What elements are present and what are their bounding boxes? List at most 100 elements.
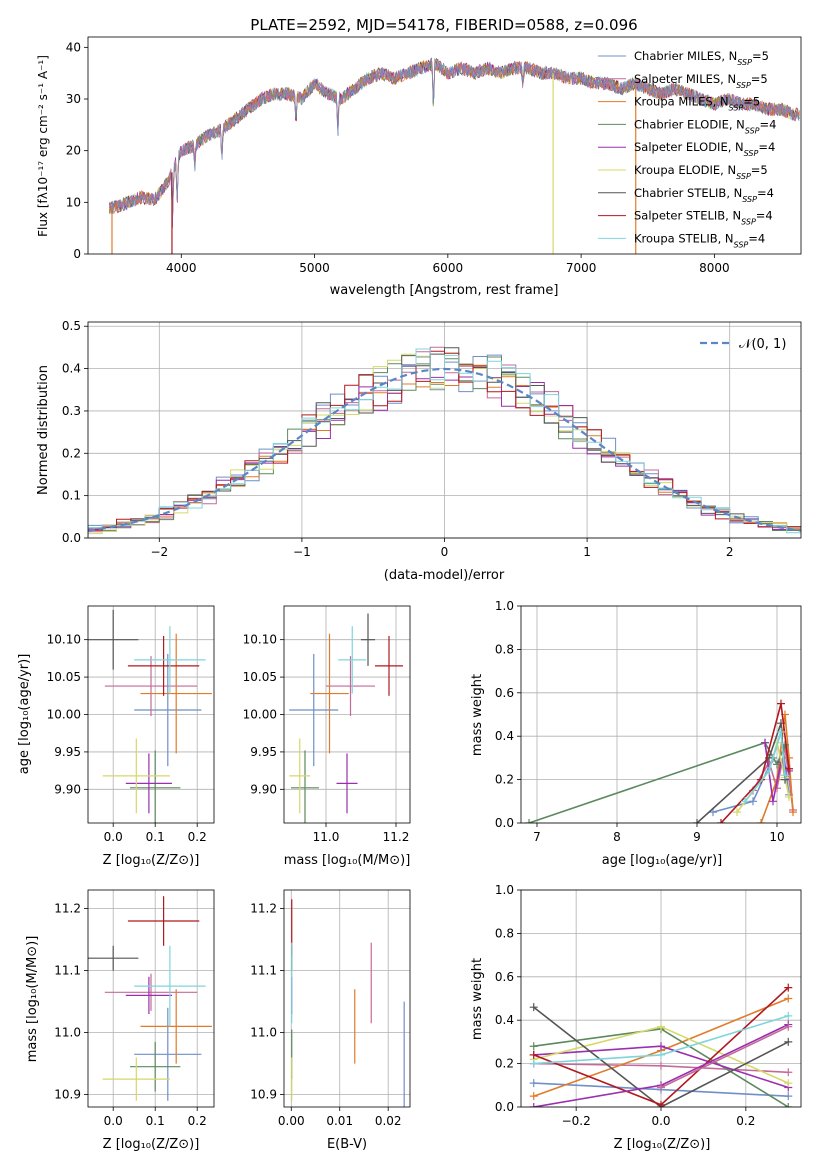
plus-marker bbox=[784, 1092, 793, 1101]
tick-label-x: −1 bbox=[293, 545, 311, 559]
tick-label-x: 0.0 bbox=[104, 830, 123, 844]
legend-entry: Kroupa ELODIE, NSSP=5 bbox=[634, 163, 768, 181]
tick-label-y: 0.0 bbox=[495, 1100, 514, 1114]
tick-label-x: 0.00 bbox=[278, 1114, 305, 1128]
plus-marker bbox=[749, 797, 757, 806]
tick-label-x: 4000 bbox=[166, 261, 197, 275]
tick-label-y: 40 bbox=[66, 40, 81, 54]
plus-marker bbox=[657, 1100, 665, 1107]
plus-marker bbox=[717, 819, 725, 823]
plus-marker bbox=[785, 764, 793, 773]
plus-marker bbox=[529, 1103, 538, 1107]
mass-weight-vs-age-xlabel: age [log₁₀(age/yr)] bbox=[602, 853, 723, 868]
plus-marker bbox=[757, 819, 765, 823]
tick-label-y: 0.4 bbox=[62, 362, 81, 376]
mass-weight-vs-age-ylabel: mass weight bbox=[470, 674, 485, 756]
tick-label-y: 0.1 bbox=[62, 489, 81, 503]
spectrum-panel: 4000 5000 6000 7000 8000 0 10 20 30 40 Chabrier MI… bbox=[66, 36, 802, 275]
tick-label-y: 9.95 bbox=[54, 745, 81, 759]
tick-label-x: 0.01 bbox=[326, 1114, 353, 1128]
ebv-panel: 0.00 0.01 0.02 10.9 11.0 11.1 11.2 bbox=[250, 889, 411, 1128]
axes-frame bbox=[520, 605, 802, 824]
residuals-ylabel: Normed distribution bbox=[36, 365, 51, 495]
legend-entry: Chabrier MILES, NSSP=5 bbox=[634, 49, 769, 67]
plus-marker bbox=[789, 808, 797, 817]
legend-entry: Chabrier STELIB, NSSP=4 bbox=[634, 186, 774, 204]
plus-marker bbox=[657, 1061, 665, 1070]
plus-marker bbox=[529, 1079, 538, 1088]
tick-label-y: 10.00 bbox=[243, 708, 277, 722]
plus-marker bbox=[784, 1022, 793, 1031]
plus-marker bbox=[784, 994, 793, 1003]
plot-area bbox=[88, 609, 212, 823]
plus-marker bbox=[785, 792, 793, 801]
residuals-xlabel: (data-model)/error bbox=[384, 568, 505, 583]
age-vs-z-ylabel: age [log₁₀(age/yr)] bbox=[17, 654, 32, 775]
tick-label-x: 0.2 bbox=[188, 830, 207, 844]
tick-label-y: 0.4 bbox=[495, 729, 514, 743]
tick-label-x: 0.2 bbox=[736, 1114, 755, 1128]
tick-label-y: 10.10 bbox=[47, 633, 81, 647]
plus-marker bbox=[777, 727, 785, 736]
plus-marker bbox=[785, 753, 793, 762]
plus-marker bbox=[765, 766, 773, 775]
mass-weight-vs-z-ylabel: mass weight bbox=[470, 958, 485, 1040]
tick-label-x: 0.02 bbox=[375, 1114, 402, 1128]
weight-series bbox=[744, 731, 786, 802]
tick-label-y: 11.1 bbox=[250, 964, 277, 978]
tick-label-x: 2 bbox=[726, 545, 734, 559]
plot-area bbox=[88, 896, 212, 1101]
plus-marker bbox=[784, 1079, 793, 1088]
legend-entry: Salpeter MILES, NSSP=5 bbox=[634, 72, 768, 90]
plus-marker bbox=[529, 1003, 538, 1012]
axes-frame bbox=[520, 889, 802, 1108]
tick-label-x: 11.0 bbox=[313, 830, 340, 844]
mass-vs-z-panel: 0.0 0.1 0.2 10.9 11.0 11.1 11.2 bbox=[54, 889, 215, 1128]
plus-marker bbox=[529, 1059, 538, 1068]
tick-label-x: 1 bbox=[583, 545, 591, 559]
tick-label-y: 10.00 bbox=[47, 708, 81, 722]
tick-label-y: 0.2 bbox=[62, 446, 81, 460]
legend-entry: Chabrier ELODIE, NSSP=4 bbox=[634, 117, 776, 135]
tick-label-y: 9.95 bbox=[250, 745, 277, 759]
axes-frame bbox=[283, 605, 411, 824]
plus-marker bbox=[784, 1037, 793, 1046]
tick-label-x: 0.0 bbox=[651, 1114, 670, 1128]
plus-marker bbox=[529, 1092, 538, 1101]
tick-label-y: 11.2 bbox=[54, 902, 81, 916]
tick-label-y: 0.8 bbox=[495, 926, 514, 940]
tick-label-y: 0.0 bbox=[495, 816, 514, 830]
legend-entry: Kroupa STELIB, NSSP=4 bbox=[634, 231, 765, 249]
tick-label-x: 6000 bbox=[433, 261, 464, 275]
plus-marker bbox=[657, 1042, 665, 1051]
plus-marker bbox=[784, 1011, 793, 1020]
tick-label-x: −0.2 bbox=[562, 1114, 591, 1128]
plus-marker bbox=[769, 797, 777, 806]
tick-label-y: 11.0 bbox=[250, 1026, 277, 1040]
mass-weight-vs-age-panel: 7 8 9 10 0.0 0.2 0.4 0.6 0.8 1.0 bbox=[495, 599, 802, 844]
legend-entry: Salpeter STELIB, NSSP=4 bbox=[634, 209, 773, 227]
plus-marker bbox=[784, 1068, 793, 1077]
plus-marker bbox=[657, 1083, 665, 1092]
plus-marker bbox=[733, 808, 741, 817]
spectrum-ylabel: Flux [fλ10⁻¹⁷ erg cm⁻² s⁻¹ A⁻¹] bbox=[36, 55, 50, 237]
mass-vs-z-xlabel: Z [log₁₀(Z/Z⊙)] bbox=[103, 1137, 200, 1152]
tick-label-x: 11.2 bbox=[383, 830, 410, 844]
tick-label-y: 10 bbox=[66, 195, 81, 209]
mass-weight-vs-z-panel: −0.2 0.0 0.2 0.0 0.2 0.4 0.6 0.8 1.0 bbox=[495, 883, 802, 1128]
tick-label-y: 11.0 bbox=[54, 1026, 81, 1040]
plus-marker bbox=[529, 1042, 538, 1051]
tick-label-y: 11.1 bbox=[54, 964, 81, 978]
tick-label-y: 10.9 bbox=[250, 1088, 277, 1102]
residuals-panel: −2 −1 0 1 2 0.0 0.1 0.2 0.3 0.4 0.5 𝒩(0, 1) bbox=[62, 319, 802, 559]
plus-marker bbox=[741, 797, 749, 806]
tick-label-y: 0.5 bbox=[62, 319, 81, 333]
tick-label-y: 10.05 bbox=[47, 670, 81, 684]
tick-label-x: 0.2 bbox=[188, 1114, 207, 1128]
axes-frame bbox=[87, 605, 215, 824]
weight-series bbox=[660, 1025, 789, 1089]
tick-label-y: 1.0 bbox=[495, 599, 514, 613]
mass-vs-z-ylabel: mass [log₁₀(M/M⊙)] bbox=[25, 936, 40, 1063]
tick-label-x: 5000 bbox=[299, 261, 330, 275]
